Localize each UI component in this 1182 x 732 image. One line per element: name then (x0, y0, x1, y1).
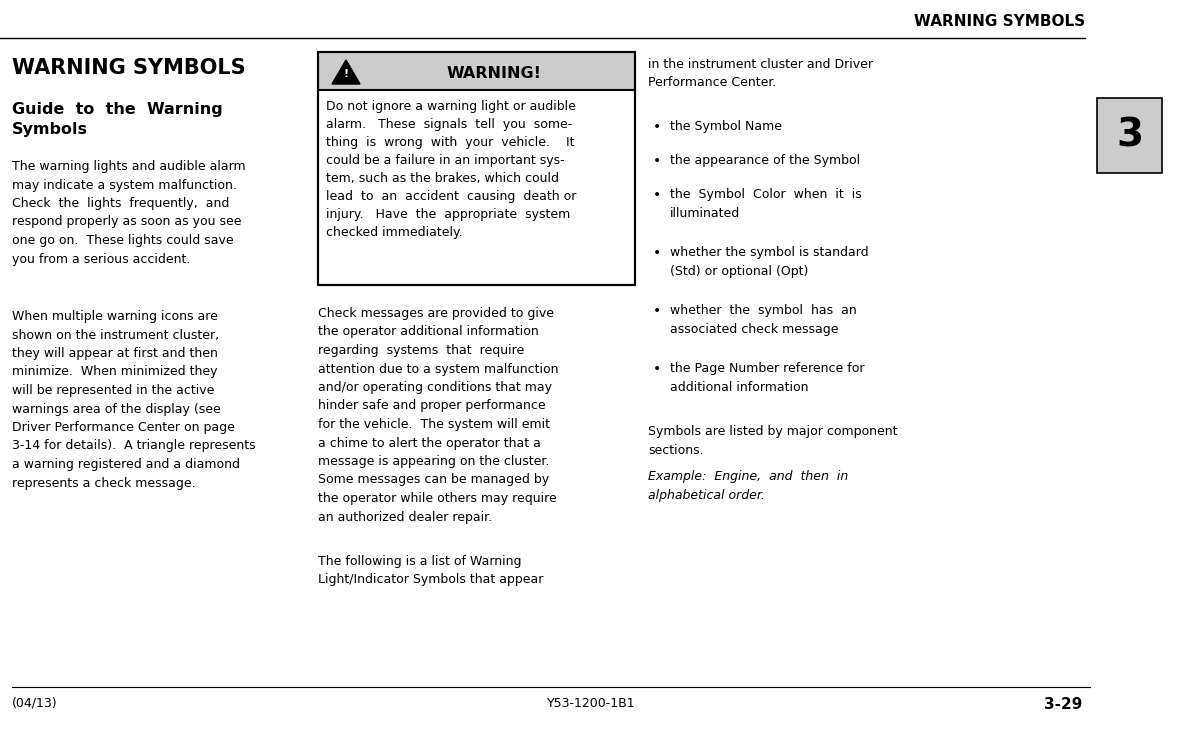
Text: Guide  to  the  Warning: Guide to the Warning (12, 102, 222, 117)
Text: whether the symbol is standard
(Std) or optional (Opt): whether the symbol is standard (Std) or … (670, 246, 869, 277)
Text: Y53-1200-1B1: Y53-1200-1B1 (547, 697, 635, 710)
Text: •: • (652, 154, 661, 168)
Text: WARNING!: WARNING! (447, 65, 543, 81)
FancyBboxPatch shape (318, 90, 635, 285)
FancyBboxPatch shape (1097, 98, 1162, 173)
Text: in the instrument cluster and Driver
Performance Center.: in the instrument cluster and Driver Per… (648, 58, 873, 89)
Text: •: • (652, 120, 661, 134)
Text: The warning lights and audible alarm
may indicate a system malfunction.
Check  t: The warning lights and audible alarm may… (12, 160, 246, 266)
Text: WARNING SYMBOLS: WARNING SYMBOLS (12, 58, 246, 78)
Text: •: • (652, 305, 661, 318)
Polygon shape (332, 60, 361, 84)
Text: (04/13): (04/13) (12, 697, 58, 710)
Text: the Page Number reference for
additional information: the Page Number reference for additional… (670, 362, 864, 394)
Text: Symbols: Symbols (12, 122, 87, 137)
Text: Example:  Engine,  and  then  in
alphabetical order.: Example: Engine, and then in alphabetica… (648, 470, 849, 501)
Text: Symbols are listed by major component
sections.: Symbols are listed by major component se… (648, 425, 897, 457)
Text: the appearance of the Symbol: the appearance of the Symbol (670, 154, 860, 167)
Text: 3: 3 (1116, 116, 1143, 154)
Text: Do not ignore a warning light or audible
alarm.   These  signals  tell  you  som: Do not ignore a warning light or audible… (326, 100, 577, 239)
Text: whether  the  symbol  has  an
associated check message: whether the symbol has an associated che… (670, 305, 857, 336)
Text: the Symbol Name: the Symbol Name (670, 120, 782, 133)
Text: •: • (652, 362, 661, 376)
Text: WARNING SYMBOLS: WARNING SYMBOLS (914, 15, 1085, 29)
Text: The following is a list of Warning
Light/Indicator Symbols that appear: The following is a list of Warning Light… (318, 555, 544, 586)
Text: !: ! (344, 69, 349, 79)
Text: the  Symbol  Color  when  it  is
illuminated: the Symbol Color when it is illuminated (670, 188, 862, 220)
Text: Check messages are provided to give
the operator additional information
regardin: Check messages are provided to give the … (318, 307, 559, 523)
Text: •: • (652, 188, 661, 202)
FancyBboxPatch shape (318, 52, 635, 90)
Text: •: • (652, 246, 661, 260)
Text: 3-29: 3-29 (1044, 697, 1082, 712)
Text: When multiple warning icons are
shown on the instrument cluster,
they will appea: When multiple warning icons are shown on… (12, 310, 255, 490)
